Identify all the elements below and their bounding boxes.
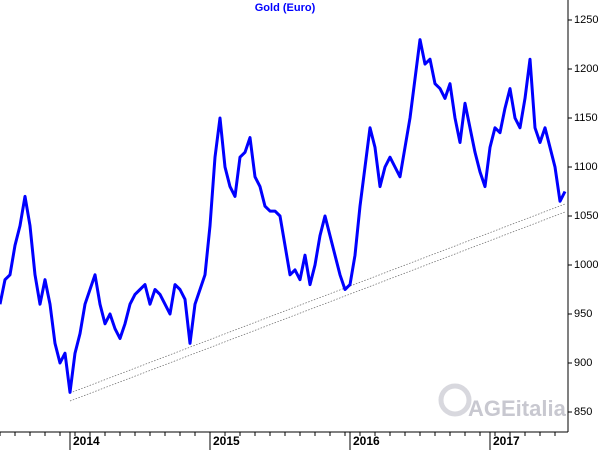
price-line — [0, 38, 567, 394]
y-tick-label: 950 — [574, 308, 592, 320]
y-tick-label: 1050 — [574, 210, 598, 222]
x-tick-label: 2015 — [213, 434, 240, 448]
chart-title: Gold (Euro) — [255, 2, 316, 14]
y-tick-label: 1250 — [574, 14, 598, 26]
watermark: AGEitalia — [468, 396, 567, 421]
y-tick-label: 1000 — [574, 259, 598, 271]
x-tick-label: 2014 — [73, 434, 100, 448]
watermark-logo — [438, 383, 472, 417]
x-tick-label: 2016 — [353, 434, 380, 448]
trend-line — [69, 211, 566, 402]
x-tick-label: 2017 — [493, 434, 520, 448]
y-tick-label: 850 — [574, 406, 592, 418]
y-tick-label: 900 — [574, 357, 592, 369]
y-tick-label: 1100 — [574, 161, 598, 173]
y-tick-label: 1150 — [574, 112, 598, 124]
y-tick-label: 1200 — [574, 63, 598, 75]
trend-line — [69, 203, 566, 394]
